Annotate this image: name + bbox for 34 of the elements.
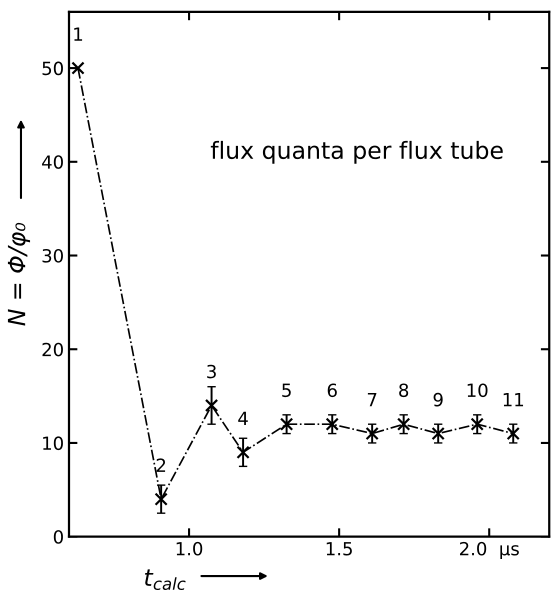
y-tick-label: 30 xyxy=(42,248,63,263)
annotation: 1 xyxy=(74,28,82,41)
point xyxy=(506,426,520,440)
annotation: 11 xyxy=(504,393,524,406)
y-tick-label: 10 xyxy=(43,436,63,450)
x-tick-label: 2.0 μs xyxy=(460,542,519,559)
annotation: 10 xyxy=(468,383,488,398)
annotation: flux quanta per flux tube xyxy=(210,140,503,164)
annotation: 8 xyxy=(399,383,408,398)
x-axis-title: t$_{calc}$ xyxy=(144,569,186,590)
annotation: 2 xyxy=(156,458,166,472)
annotation: 3 xyxy=(207,364,216,378)
point xyxy=(204,398,218,412)
point xyxy=(470,418,484,431)
point xyxy=(365,426,379,440)
point xyxy=(432,426,445,440)
annotation: 9 xyxy=(434,392,443,406)
x-tick-label: 1.0 xyxy=(176,542,202,556)
x-tick-label: 1.5 xyxy=(326,542,352,556)
point xyxy=(397,418,410,431)
point xyxy=(326,418,339,431)
annotation: 7 xyxy=(368,393,376,406)
y-tick-label: 50 xyxy=(42,62,63,76)
point xyxy=(236,446,250,459)
annotation: 6 xyxy=(328,383,337,398)
annotation: 4 xyxy=(238,412,248,425)
annotation: 5 xyxy=(282,384,291,398)
y-tick-label: 40 xyxy=(42,155,63,169)
y-tick-label: 0 xyxy=(54,530,63,544)
point xyxy=(71,61,85,75)
y-tick-label: 20 xyxy=(42,342,63,356)
point xyxy=(280,418,294,431)
y-axis-title: N = Φ/φ₀ xyxy=(8,222,30,326)
point xyxy=(154,492,168,506)
